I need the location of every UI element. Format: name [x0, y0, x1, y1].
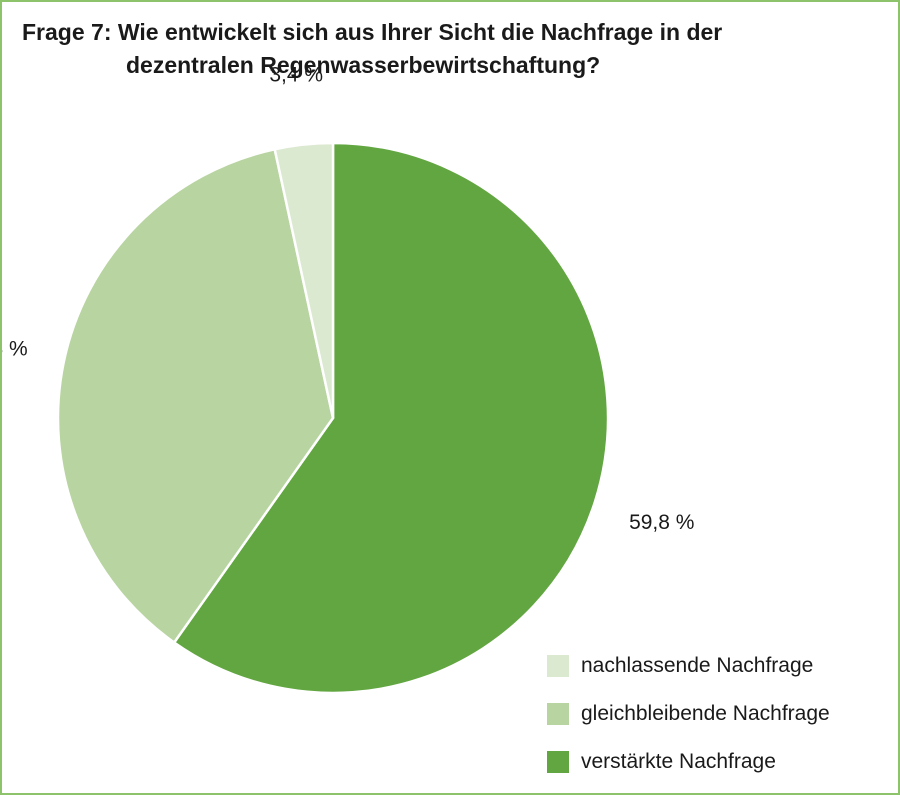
pie-slice-label-2: 3,4 % — [269, 63, 323, 86]
legend-label: gleichbleibende Nachfrage — [581, 702, 830, 725]
legend: nachlassende Nachfrage gleichbleibende Na… — [547, 642, 830, 786]
legend-label: nachlassende Nachfrage — [581, 654, 814, 677]
pie-slice-0 — [172, 141, 610, 695]
pie-slice-1 — [56, 148, 335, 644]
legend-item: verstärkte Nachfrage — [547, 738, 830, 786]
legend-swatch — [547, 655, 569, 677]
pie-slice-2 — [273, 141, 335, 420]
legend-item: gleichbleibende Nachfrage — [547, 690, 830, 738]
pie-slice-label-0: 59,8 % — [629, 511, 694, 534]
chart-title-line-2: dezentralen Regenwasserbewirtschaftung? — [126, 52, 601, 78]
chart-title: Frage 7: Wie entwickelt sich aus Ihrer S… — [22, 16, 722, 82]
legend-swatch — [547, 751, 569, 773]
legend-label: verstärkte Nachfrage — [581, 750, 776, 773]
pie-slice-label-1: 36,8 % — [2, 338, 28, 361]
legend-item: nachlassende Nachfrage — [547, 642, 830, 690]
legend-swatch — [547, 703, 569, 725]
chart-title-line-1: Frage 7: Wie entwickelt sich aus Ihrer S… — [22, 19, 723, 45]
